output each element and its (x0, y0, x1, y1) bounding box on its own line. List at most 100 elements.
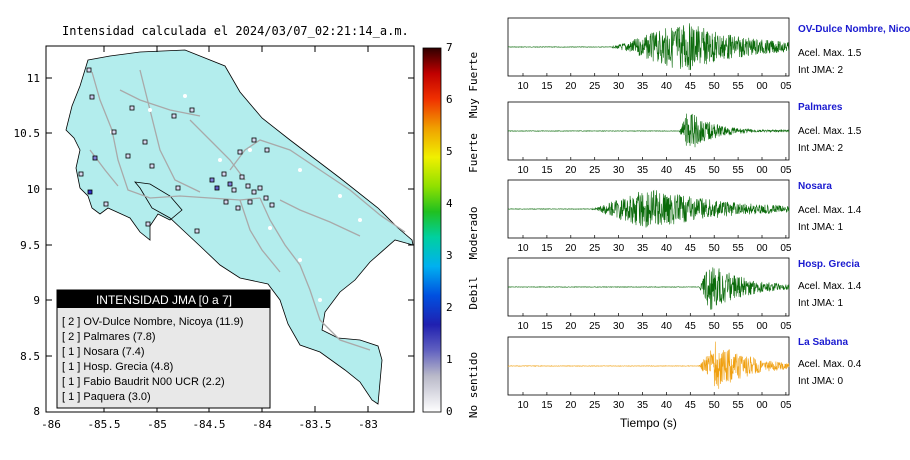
time-tick-label: 10 (517, 321, 529, 332)
lat-tick-label: 8.5 (20, 350, 40, 363)
trace-station-name: OV-Dulce Nombre, Nicoya (798, 24, 910, 35)
lat-tick-label: 9.5 (20, 239, 40, 252)
trace-accel: Acel. Max. 1.4 (798, 205, 862, 216)
time-tick-label: 45 (685, 165, 697, 176)
time-tick-label: 50 (709, 243, 721, 254)
time-tick-label: 20 (565, 321, 577, 332)
time-tick-label: 30 (613, 321, 625, 332)
colorbar-tick: 4 (446, 197, 453, 210)
time-tick-label: 20 (565, 165, 577, 176)
time-tick-label: 55 (733, 400, 745, 411)
legend-row: [ 1 ] Fabio Baudrit N00 UCR (2.2) (62, 376, 225, 388)
waveform-trace (507, 189, 790, 228)
lon-tick-label: -85.5 (87, 418, 120, 431)
lat-tick-label: 9 (33, 294, 40, 307)
map-title: Intensidad calculada el 2024/03/07_02:21… (62, 24, 409, 38)
lon-ticks: -86 -85.5 -85 -84.5 -84 -83.5 -83 (41, 46, 378, 431)
trace-accel: Acel. Max. 0.4 (798, 359, 862, 370)
time-tick-label: 35 (637, 243, 649, 254)
time-tick-label: 20 (565, 81, 577, 92)
colorbar-tick: 6 (446, 93, 453, 106)
time-tick-label: 55 (733, 81, 745, 92)
colorbar-tick: 5 (446, 145, 453, 158)
time-tick-label: 10 (517, 400, 529, 411)
trace-jma: Int JMA: 0 (798, 376, 844, 387)
time-tick-label: 30 (613, 400, 625, 411)
time-tick-label: 35 (637, 400, 649, 411)
colorbar-label: Fuerte (467, 133, 480, 173)
time-tick-label: 45 (685, 81, 697, 92)
colorbar-tick: 7 (446, 41, 453, 54)
time-tick-label: 10 (517, 243, 529, 254)
time-tick-label: 50 (709, 81, 721, 92)
time-tick-label: 10 (517, 81, 529, 92)
lon-tick-label: -84.5 (192, 418, 225, 431)
time-tick-label: 40 (661, 243, 673, 254)
colorbar-tick: 0 (446, 405, 453, 418)
time-tick-label: 00 (756, 321, 768, 332)
waveform-trace (507, 113, 790, 148)
time-tick-label: 05 (780, 400, 792, 411)
waveform-trace (507, 341, 790, 389)
trace-accel: Acel. Max. 1.5 (798, 126, 862, 137)
time-tick-label: 40 (661, 400, 673, 411)
trace-station-name: Palmares (798, 102, 843, 113)
time-tick-label: 00 (756, 81, 768, 92)
time-tick-label: 15 (541, 81, 553, 92)
lon-tick-label: -84 (252, 418, 272, 431)
legend-row: [ 2 ] OV-Dulce Nombre, Nicoya (11.9) (62, 316, 243, 328)
trace-accel: Acel. Max. 1.4 (798, 281, 862, 292)
time-tick-label: 55 (733, 165, 745, 176)
trace-station-name: La Sabana (798, 337, 849, 348)
trace-station-name: Hosp. Grecia (798, 259, 860, 270)
colorbar-label: No sentido (467, 352, 480, 418)
time-tick-label: 45 (685, 243, 697, 254)
legend-row: [ 1 ] Paquera (3.0) (62, 391, 151, 403)
intensity-colorbar: 0 1 2 3 4 5 6 7 No sentido Debil Moderad… (422, 41, 480, 418)
time-tick-label: 40 (661, 321, 673, 332)
trace-jma: Int JMA: 1 (798, 222, 844, 233)
time-tick-label: 00 (756, 400, 768, 411)
lon-tick-label: -83 (358, 418, 378, 431)
intensity-legend: INTENSIDAD JMA [0 a 7] [ 2 ] OV-Dulce No… (56, 289, 271, 409)
time-tick-label: 15 (541, 400, 553, 411)
time-tick-label: 45 (685, 321, 697, 332)
waveform-panels: 10 15 20 25 30 35 40 45 50 55 00 05 10 15 20 25 30 35 40 45… (507, 17, 792, 411)
time-tick-label: 25 (589, 81, 601, 92)
time-tick-label: 05 (780, 165, 792, 176)
colorbar-tick: 2 (446, 301, 453, 314)
time-tick-label: 30 (613, 165, 625, 176)
time-tick-label: 00 (756, 165, 768, 176)
lat-tick-label: 10.5 (14, 127, 41, 140)
time-tick-label: 15 (541, 165, 553, 176)
lon-tick-label: -85 (147, 418, 167, 431)
lon-tick-label: -83.5 (298, 418, 331, 431)
time-tick-label: 45 (685, 400, 697, 411)
colorbar-tick: 1 (446, 353, 453, 366)
time-tick-label: 25 (589, 165, 601, 176)
waveform-trace (507, 23, 790, 71)
legend-header: INTENSIDAD JMA [0 a 7] (96, 293, 232, 307)
time-tick-label: 25 (589, 243, 601, 254)
legend-row: [ 1 ] Hosp. Grecia (4.8) (62, 361, 173, 373)
lat-tick-label: 10 (27, 183, 40, 196)
legend-row: [ 2 ] Palmares (7.8) (62, 331, 156, 343)
time-tick-label: 50 (709, 165, 721, 176)
colorbar-ticks: 0 1 2 3 4 5 6 7 (446, 41, 453, 418)
time-tick-label: 35 (637, 81, 649, 92)
trace-accel: Acel. Max. 1.5 (798, 48, 862, 59)
trace-jma: Int JMA: 2 (798, 143, 844, 154)
time-tick-label: 20 (565, 243, 577, 254)
station-markers (78, 67, 275, 234)
time-axis-label: Tiempo (s) (620, 416, 677, 430)
lat-ticks: 11 10.5 10 9.5 9 8.5 8 (14, 72, 414, 418)
time-tick-label: 55 (733, 321, 745, 332)
intensity-map: 11 10.5 10 9.5 9 8.5 8 -86 -85.5 -85 -84… (14, 45, 415, 431)
time-tick-label: 25 (589, 321, 601, 332)
time-tick-label: 30 (613, 81, 625, 92)
time-tick-label: 05 (780, 81, 792, 92)
trace-station-name: Nosara (798, 181, 832, 192)
time-tick-label: 20 (565, 400, 577, 411)
trace-jma: Int JMA: 2 (798, 65, 844, 76)
time-tick-label: 50 (709, 400, 721, 411)
